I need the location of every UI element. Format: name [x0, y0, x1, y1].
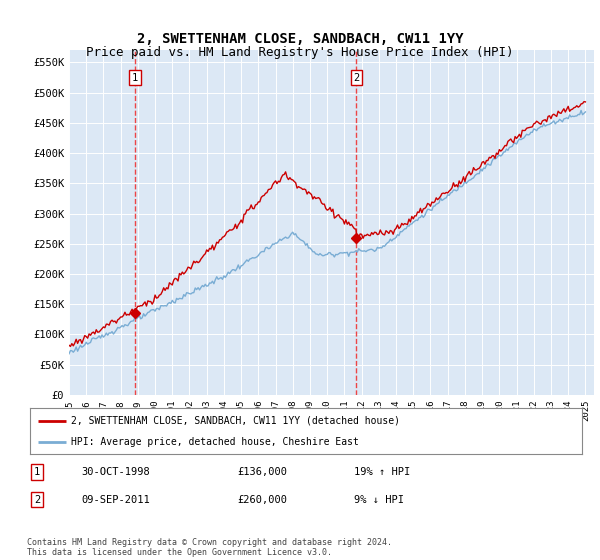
Text: 19% ↑ HPI: 19% ↑ HPI — [354, 467, 410, 477]
Text: £260,000: £260,000 — [237, 494, 287, 505]
Text: £136,000: £136,000 — [237, 467, 287, 477]
Text: Price paid vs. HM Land Registry's House Price Index (HPI): Price paid vs. HM Land Registry's House … — [86, 46, 514, 59]
Text: 2: 2 — [353, 73, 359, 82]
Text: 1: 1 — [132, 73, 138, 82]
Text: 2, SWETTENHAM CLOSE, SANDBACH, CW11 1YY (detached house): 2, SWETTENHAM CLOSE, SANDBACH, CW11 1YY … — [71, 416, 400, 426]
Text: 2: 2 — [34, 494, 40, 505]
Text: 1: 1 — [34, 467, 40, 477]
Text: HPI: Average price, detached house, Cheshire East: HPI: Average price, detached house, Ches… — [71, 437, 359, 447]
Text: 30-OCT-1998: 30-OCT-1998 — [81, 467, 150, 477]
Text: Contains HM Land Registry data © Crown copyright and database right 2024.
This d: Contains HM Land Registry data © Crown c… — [27, 538, 392, 557]
Text: 09-SEP-2011: 09-SEP-2011 — [81, 494, 150, 505]
Text: 2, SWETTENHAM CLOSE, SANDBACH, CW11 1YY: 2, SWETTENHAM CLOSE, SANDBACH, CW11 1YY — [137, 32, 463, 46]
Text: 9% ↓ HPI: 9% ↓ HPI — [354, 494, 404, 505]
